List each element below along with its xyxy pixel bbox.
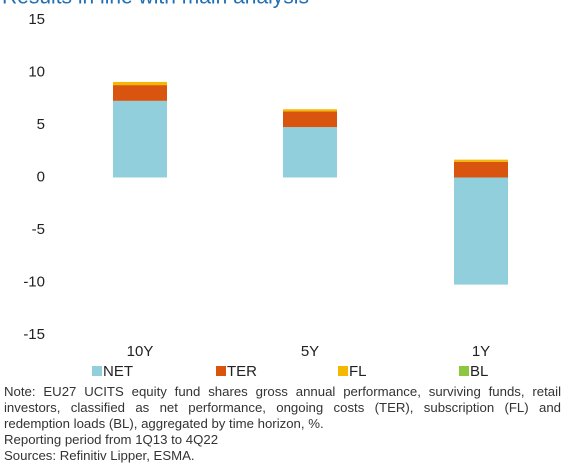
legend-label: FL [349,363,367,380]
bar-segment [283,127,337,178]
y-tick-label: 0 [37,168,45,185]
note: Note: EU27 UCITS equity fund shares gros… [4,384,561,431]
bar-segment [283,111,337,128]
sources: Sources: Refinitiv Lipper, ESMA. [4,448,195,463]
legend-swatch [216,366,226,376]
bar-segment [454,159,508,162]
bar-segment [454,177,508,285]
legend-swatch [338,366,348,376]
period: Reporting period from 1Q13 to 4Q22 [4,432,219,447]
bar-segment [283,109,337,112]
bar-segment [113,85,167,101]
legend-swatch [459,366,469,376]
x-tick-label: 1Y [472,343,490,360]
chart: Results in line with main analysis -15 -1… [2,0,508,380]
legend-swatch [92,366,102,376]
legend-label: TER [227,363,257,380]
y-tick-label: -15 [23,326,45,343]
x-tick-label: 5Y [301,343,319,360]
legend-label: NET [103,363,133,380]
notes: Note: EU27 UCITS equity fund shares gros… [4,384,561,464]
chart-title: Results in line with main analysis [2,0,309,9]
bar-segment [113,81,167,86]
y-tick-label: 5 [37,116,45,133]
x-tick-label: 10Y [127,343,154,360]
y-tick-label: 10 [28,63,45,80]
legend-label: BL [470,363,488,380]
bar-segment [454,161,508,178]
y-tick-label: 15 [28,11,45,28]
y-tick-label: -10 [23,273,45,290]
y-tick-label: -5 [32,221,45,238]
bar-segment [113,100,167,178]
